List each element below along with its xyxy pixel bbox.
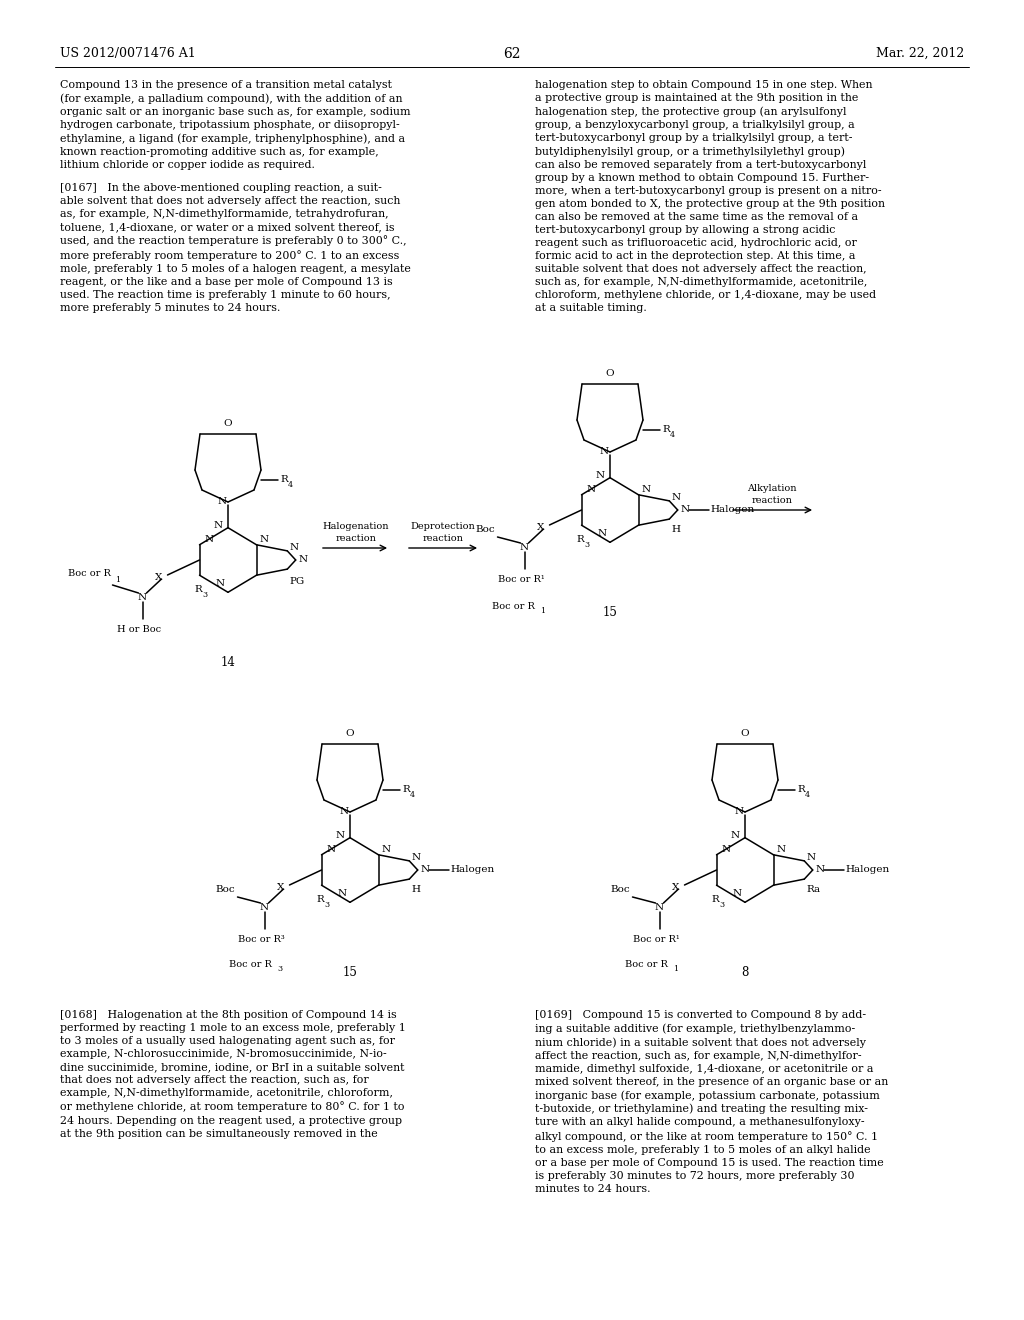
Text: Boc: Boc — [216, 884, 236, 894]
Text: N: N — [299, 556, 308, 565]
Text: N: N — [214, 521, 223, 531]
Text: X: X — [672, 883, 680, 891]
Text: N: N — [722, 845, 731, 854]
Text: N: N — [217, 498, 226, 507]
Text: N: N — [681, 506, 690, 515]
Text: R: R — [577, 536, 585, 544]
Text: halogenation step to obtain Compound 15 in one step. When
a protective group is : halogenation step to obtain Compound 15 … — [535, 81, 885, 313]
Text: 3: 3 — [278, 965, 283, 973]
Text: Boc or R: Boc or R — [493, 602, 535, 611]
Text: 4: 4 — [288, 480, 293, 488]
Text: Halogen: Halogen — [846, 866, 890, 874]
Text: N: N — [290, 544, 298, 552]
Text: N: N — [731, 832, 740, 841]
Text: PG: PG — [290, 577, 304, 586]
Text: O: O — [223, 420, 232, 429]
Text: 3: 3 — [585, 541, 590, 549]
Text: N: N — [816, 866, 824, 874]
Text: N: N — [260, 903, 269, 912]
Text: X: X — [538, 523, 545, 532]
Text: 3: 3 — [720, 902, 725, 909]
Text: N: N — [338, 890, 347, 898]
Text: [0169]   Compound 15 is converted to Compound 8 by add-
ing a suitable additive : [0169] Compound 15 is converted to Compo… — [535, 1010, 888, 1193]
Text: H: H — [412, 886, 420, 894]
Text: N: N — [734, 808, 743, 817]
Text: R: R — [402, 785, 410, 795]
Text: N: N — [327, 845, 336, 854]
Text: R: R — [797, 785, 805, 795]
Text: N: N — [339, 808, 348, 817]
Text: Mar. 22, 2012: Mar. 22, 2012 — [876, 48, 964, 59]
Text: Halogen: Halogen — [711, 506, 755, 515]
Text: 1: 1 — [673, 965, 678, 973]
Text: reaction: reaction — [423, 535, 464, 543]
Text: 1: 1 — [540, 607, 545, 615]
Text: Alkylation: Alkylation — [748, 484, 797, 492]
Text: N: N — [205, 536, 214, 544]
Text: N: N — [641, 486, 650, 494]
Text: Boc: Boc — [611, 884, 631, 894]
Text: Boc or R¹: Boc or R¹ — [498, 576, 545, 583]
Text: N: N — [655, 903, 664, 912]
Text: N: N — [336, 832, 345, 841]
Text: Boc or R³: Boc or R³ — [239, 935, 285, 944]
Text: [0167]   In the above-mentioned coupling reaction, a suit-
able solvent that doe: [0167] In the above-mentioned coupling r… — [60, 183, 411, 313]
Text: O: O — [605, 370, 614, 379]
Text: R: R — [316, 895, 325, 904]
Text: Compound 13 in the presence of a transition metal catalyst
(for example, a palla: Compound 13 in the presence of a transit… — [60, 81, 411, 170]
Text: 3: 3 — [325, 902, 330, 909]
Text: N: N — [596, 471, 605, 480]
Text: 62: 62 — [503, 48, 521, 61]
Text: X: X — [278, 883, 285, 891]
Text: reaction: reaction — [752, 496, 793, 506]
Text: reaction: reaction — [336, 535, 377, 543]
Text: N: N — [138, 593, 147, 602]
Text: N: N — [806, 854, 815, 862]
Text: 15: 15 — [602, 606, 617, 619]
Text: Halogenation: Halogenation — [323, 521, 389, 531]
Text: US 2012/0071476 A1: US 2012/0071476 A1 — [60, 48, 196, 59]
Text: Boc or R: Boc or R — [625, 960, 668, 969]
Text: O: O — [740, 730, 750, 738]
Text: 4: 4 — [410, 791, 415, 799]
Text: Halogen: Halogen — [451, 866, 495, 874]
Text: R: R — [662, 425, 670, 434]
Text: R: R — [280, 475, 288, 484]
Text: Deprotection: Deprotection — [411, 521, 475, 531]
Text: 4: 4 — [670, 432, 675, 440]
Text: N: N — [520, 543, 529, 552]
Text: 15: 15 — [343, 966, 357, 979]
Text: O: O — [346, 730, 354, 738]
Text: N: N — [733, 890, 741, 898]
Text: N: N — [599, 447, 608, 457]
Text: 4: 4 — [805, 791, 810, 799]
Text: 1: 1 — [116, 576, 121, 583]
Text: Boc: Boc — [476, 524, 496, 533]
Text: R: R — [195, 586, 203, 594]
Text: N: N — [421, 866, 430, 874]
Text: H or Boc: H or Boc — [118, 624, 162, 634]
Text: 8: 8 — [741, 966, 749, 979]
Text: N: N — [412, 854, 421, 862]
Text: N: N — [216, 579, 225, 589]
Text: 3: 3 — [203, 591, 208, 599]
Text: N: N — [587, 486, 596, 494]
Text: N: N — [776, 845, 785, 854]
Text: Boc or R: Boc or R — [68, 569, 111, 578]
Text: N: N — [672, 494, 680, 503]
Text: [0168]   Halogenation at the 8th position of Compound 14 is
performed by reactin: [0168] Halogenation at the 8th position … — [60, 1010, 406, 1139]
Text: N: N — [259, 536, 268, 544]
Text: Boc or R: Boc or R — [229, 960, 272, 969]
Text: H: H — [672, 525, 680, 535]
Text: N: N — [382, 845, 390, 854]
Text: X: X — [155, 573, 163, 582]
Text: N: N — [598, 529, 607, 539]
Text: 14: 14 — [220, 656, 236, 669]
Text: R: R — [712, 895, 719, 904]
Text: Ra: Ra — [806, 886, 820, 894]
Text: Boc or R¹: Boc or R¹ — [633, 935, 680, 944]
